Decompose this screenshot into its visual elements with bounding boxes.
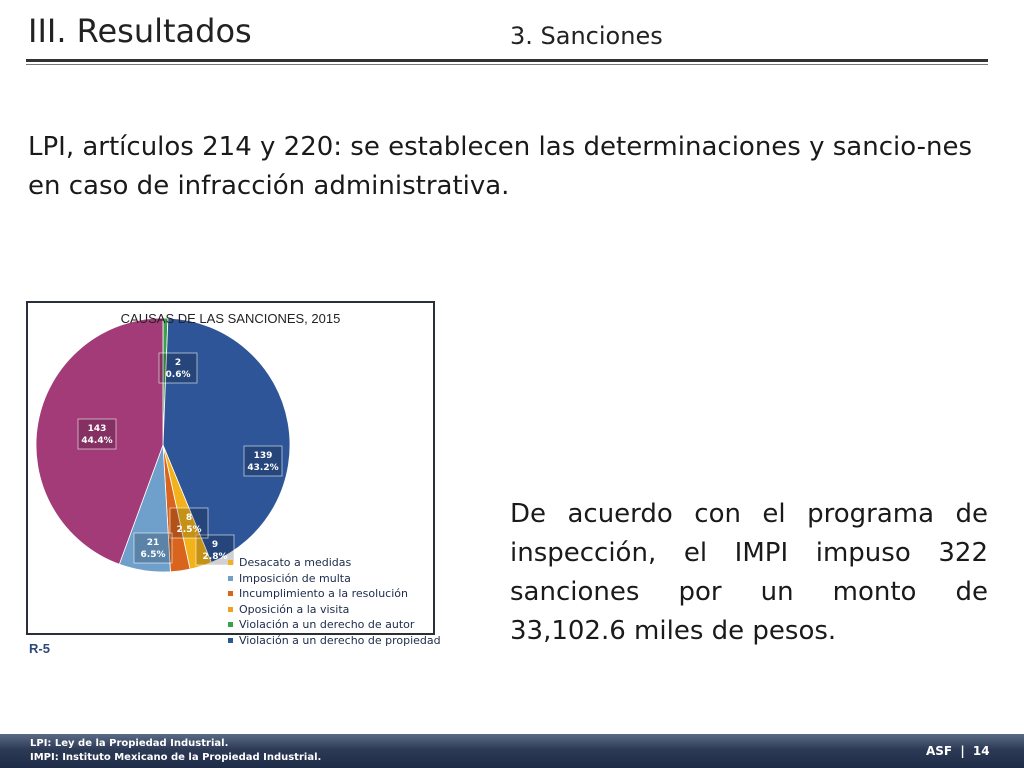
footnote-lpi: LPI: Ley de la Propiedad Industrial. (30, 738, 229, 749)
pie-percent-label: 0.6% (166, 370, 191, 380)
pie-percent-label: 2.5% (177, 525, 202, 535)
reference-label: R-5 (29, 641, 50, 656)
legend-item: Desacato a medidas (228, 555, 441, 571)
pie-slice-6 (35, 317, 164, 565)
legend-swatch (228, 575, 233, 581)
pie-data-label-4: 8 2.5% (169, 507, 209, 539)
chart-title: CAUSAS DE LAS SANCIONES, 2015 (120, 311, 341, 326)
slide-title: III. Resultados (28, 12, 252, 50)
pie-data-label-1: 139 43.2% (243, 445, 283, 477)
legend-item: Violación a un derecho de autor (228, 617, 441, 633)
pie-value-label: 139 (254, 451, 273, 461)
pie-data-label-0: 2 0.6% (158, 352, 198, 384)
intro-paragraph: LPI, artículos 214 y 220: se establecen … (28, 132, 973, 201)
legend-label: Oposición a la visita (239, 602, 350, 616)
legend-label: Incumplimiento a la resolución (239, 587, 408, 601)
pie-label-box (77, 418, 117, 450)
pie-percent-label: 2.8% (203, 552, 228, 562)
pie-label-box (169, 507, 209, 539)
summary-paragraph: De acuerdo con el programa de inspección… (510, 499, 988, 646)
legend-swatch (228, 591, 233, 597)
footer-bar (0, 734, 1024, 768)
legend-label: Violación a un derecho de autor (239, 618, 415, 632)
pie-percent-label: 44.4% (81, 436, 112, 446)
pie-value-label: 21 (147, 538, 160, 548)
pie-value-label: 2 (175, 358, 181, 368)
footnote-impi: IMPI: Instituto Mexicano de la Propiedad… (30, 752, 322, 763)
legend-swatch (228, 560, 233, 566)
pie-value-label: 143 (88, 424, 107, 434)
chart-legend: Desacato a medidas Imposición de multa Inc… (228, 555, 441, 648)
legend-label: Violación a un derecho de propiedad (239, 633, 441, 647)
pager-separator: | (960, 744, 965, 758)
legend-item: Violación a un derecho de propiedad (228, 633, 441, 649)
org-label: ASF (926, 744, 953, 758)
pie-value-label: 8 (186, 513, 192, 523)
pie-label-box (158, 352, 198, 384)
section-subtitle: 3. Sanciones (510, 22, 663, 50)
pie-chart-panel: 2 0.6% 139 43.2% 9 2.8% 8 2.5% 21 6.5% 143 44.4% CA… (26, 301, 441, 647)
pie-percent-label: 43.2% (247, 463, 278, 473)
legend-item: Oposición a la visita (228, 602, 441, 618)
pie-label-box (243, 445, 283, 477)
pie-data-label-2: 9 2.8% (195, 534, 235, 566)
legend-item: Imposición de multa (228, 571, 441, 587)
legend-item: Incumplimiento a la resolución (228, 586, 441, 602)
legend-label: Imposición de multa (239, 571, 351, 585)
header-divider-thin (26, 64, 988, 65)
page-number: 14 (972, 744, 990, 758)
legend-label: Desacato a medidas (239, 556, 352, 570)
legend-swatch (228, 606, 233, 612)
legend-swatch (228, 622, 233, 628)
legend-swatch (228, 637, 233, 643)
header-divider (26, 59, 988, 62)
pie-value-label: 9 (212, 540, 218, 550)
pie-slice-1 (162, 317, 291, 563)
page-indicator: ASF | 14 (924, 744, 992, 758)
pie-percent-label: 6.5% (141, 550, 166, 560)
pie-label-box (133, 532, 173, 564)
pie-chart: 2 0.6% 139 43.2% 9 2.8% 8 2.5% 21 6.5% 143 44.4% (35, 317, 291, 573)
pie-data-label-6: 143 44.4% (77, 418, 117, 450)
pie-label-box (195, 534, 235, 566)
pie-data-label-5: 21 6.5% (133, 532, 173, 564)
